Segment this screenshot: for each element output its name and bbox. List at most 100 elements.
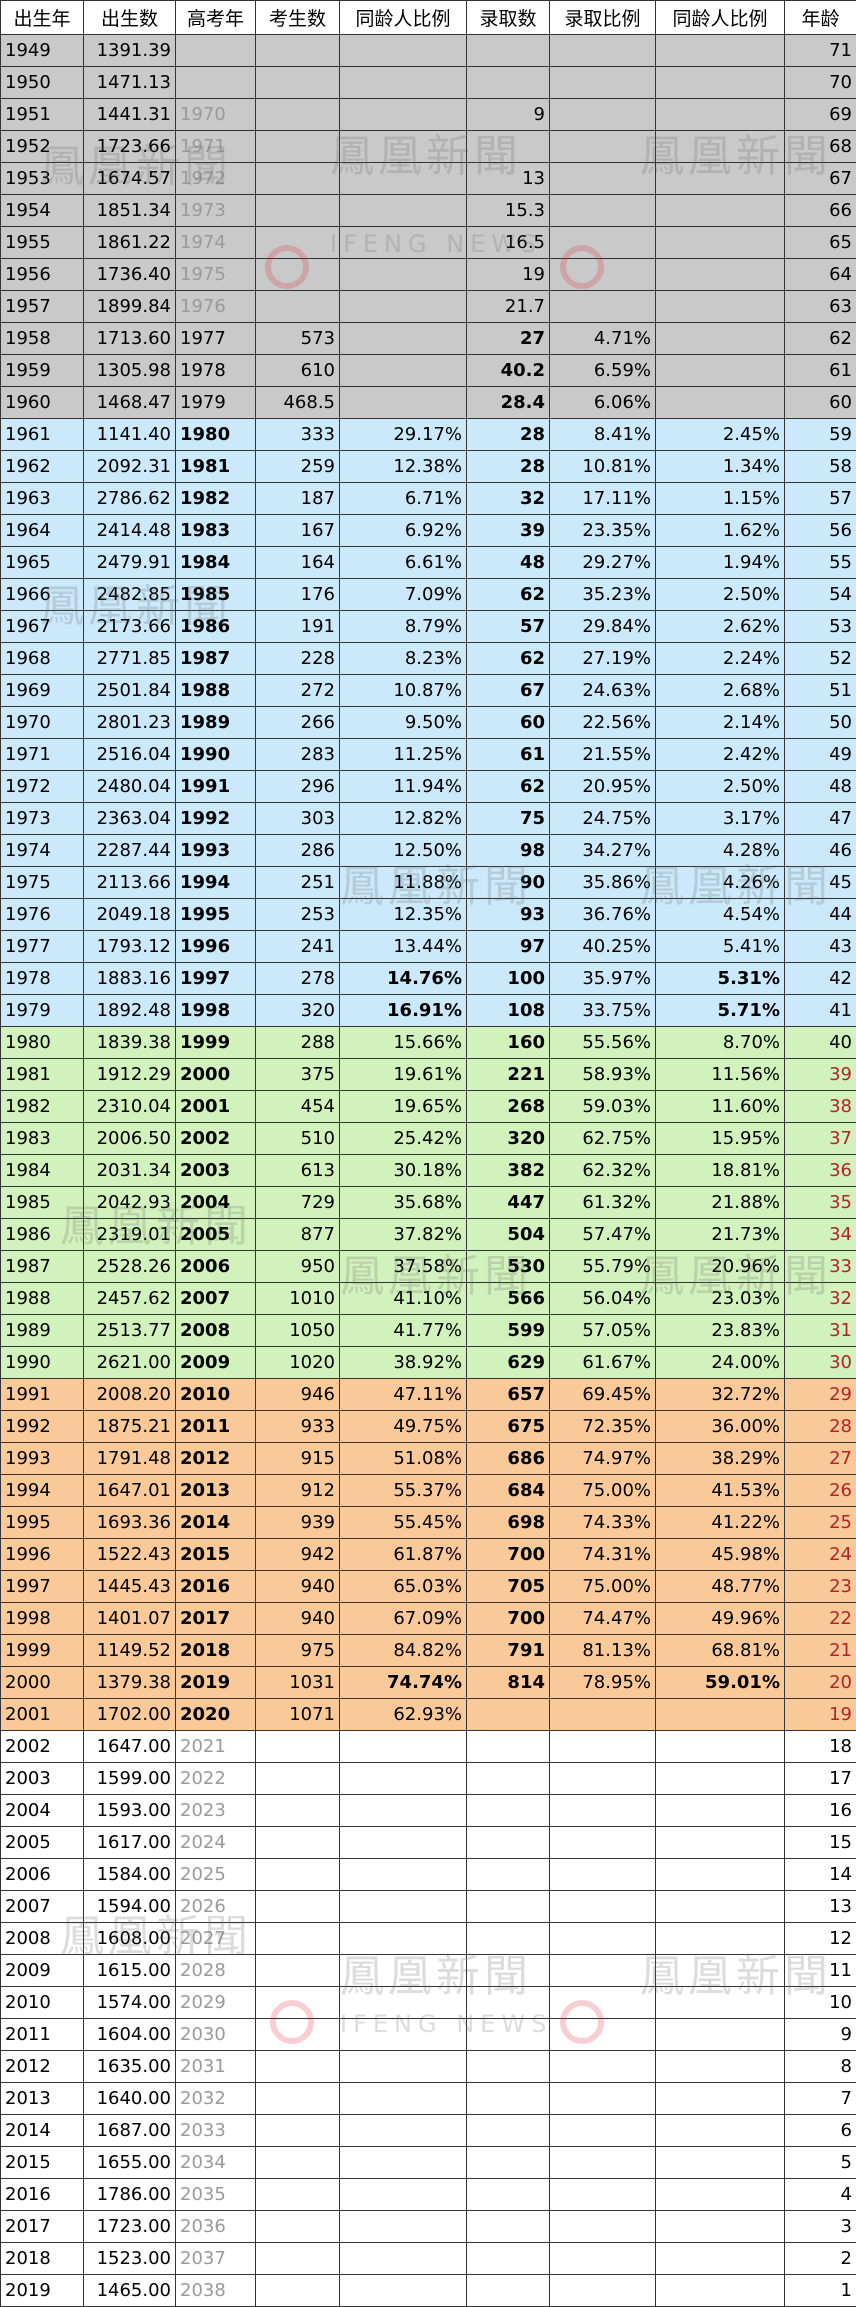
cell-admission-rate: 40.25% xyxy=(550,931,656,963)
cell-candidates-peer-ratio: 30.18% xyxy=(340,1155,467,1187)
cell-admitted-peer-ratio: 1.15% xyxy=(656,483,785,515)
cell-admissions: 21.7 xyxy=(467,291,550,323)
cell-admission-rate: 74.47% xyxy=(550,1603,656,1635)
cell-birth-year: 1971 xyxy=(1,739,84,771)
cell-age: 31 xyxy=(785,1315,856,1347)
cell-exam-year: 1982 xyxy=(176,483,256,515)
cell-exam-year: 2010 xyxy=(176,1379,256,1411)
cell-admitted-peer-ratio xyxy=(656,2019,785,2051)
cell-exam-year: 2018 xyxy=(176,1635,256,1667)
cell-admitted-peer-ratio: 2.24% xyxy=(656,643,785,675)
cell-candidates xyxy=(256,1859,340,1891)
cell-age: 38 xyxy=(785,1091,856,1123)
cell-admission-rate: 36.76% xyxy=(550,899,656,931)
cell-birth-year: 1980 xyxy=(1,1027,84,1059)
cell-candidates: 946 xyxy=(256,1379,340,1411)
cell-age: 14 xyxy=(785,1859,856,1891)
cell-admitted-peer-ratio xyxy=(656,1923,785,1955)
cell-candidates: 1020 xyxy=(256,1347,340,1379)
cell-candidates-peer-ratio xyxy=(340,67,467,99)
cell-births: 1793.12 xyxy=(84,931,176,963)
cell-birth-year: 2006 xyxy=(1,1859,84,1891)
cell-births: 1791.48 xyxy=(84,1443,176,1475)
cell-admitted-peer-ratio: 2.68% xyxy=(656,675,785,707)
cell-candidates-peer-ratio xyxy=(340,2243,467,2275)
cell-admitted-peer-ratio xyxy=(656,291,785,323)
cell-exam-year: 1983 xyxy=(176,515,256,547)
cell-admitted-peer-ratio: 4.54% xyxy=(656,899,785,931)
cell-births: 1851.34 xyxy=(84,195,176,227)
cell-candidates-peer-ratio xyxy=(340,195,467,227)
cell-admissions xyxy=(467,1859,550,1891)
cell-birth-year: 1983 xyxy=(1,1123,84,1155)
cell-age: 41 xyxy=(785,995,856,1027)
cell-births: 2482.85 xyxy=(84,579,176,611)
cell-candidates: 272 xyxy=(256,675,340,707)
cell-births: 1702.00 xyxy=(84,1699,176,1731)
cell-candidates-peer-ratio xyxy=(340,1987,467,2019)
cell-admission-rate: 10.81% xyxy=(550,451,656,483)
cell-admission-rate xyxy=(550,2051,656,2083)
cell-age: 21 xyxy=(785,1635,856,1667)
cell-birth-year: 2001 xyxy=(1,1699,84,1731)
cell-candidates-peer-ratio: 9.50% xyxy=(340,707,467,739)
cell-age: 26 xyxy=(785,1475,856,1507)
cell-admission-rate: 24.63% xyxy=(550,675,656,707)
cell-admission-rate: 81.13% xyxy=(550,1635,656,1667)
cell-exam-year: 1971 xyxy=(176,131,256,163)
cell-births: 1640.00 xyxy=(84,2083,176,2115)
cell-admissions: 28 xyxy=(467,419,550,451)
cell-birth-year: 1981 xyxy=(1,1059,84,1091)
cell-births: 2786.62 xyxy=(84,483,176,515)
cell-candidates-peer-ratio xyxy=(340,2147,467,2179)
cell-candidates-peer-ratio: 37.82% xyxy=(340,1219,467,1251)
cell-admissions: 320 xyxy=(467,1123,550,1155)
cell-age: 20 xyxy=(785,1667,856,1699)
cell-birth-year: 2010 xyxy=(1,1987,84,2019)
cell-exam-year: 1992 xyxy=(176,803,256,835)
cell-candidates-peer-ratio xyxy=(340,1923,467,1955)
cell-candidates: 266 xyxy=(256,707,340,739)
cell-candidates-peer-ratio: 12.82% xyxy=(340,803,467,835)
cell-birth-year: 1950 xyxy=(1,67,84,99)
cell-age: 62 xyxy=(785,323,856,355)
cell-birth-year: 1955 xyxy=(1,227,84,259)
cell-candidates-peer-ratio xyxy=(340,2179,467,2211)
cell-admitted-peer-ratio xyxy=(656,2243,785,2275)
cell-births: 1786.00 xyxy=(84,2179,176,2211)
cell-births: 2801.23 xyxy=(84,707,176,739)
cell-candidates xyxy=(256,2179,340,2211)
cell-birth-year: 1969 xyxy=(1,675,84,707)
header-candidates-peer-ratio: 同龄人比例 xyxy=(340,1,467,35)
cell-candidates-peer-ratio xyxy=(340,355,467,387)
cell-candidates xyxy=(256,35,340,67)
cell-exam-year: 1978 xyxy=(176,355,256,387)
cell-admitted-peer-ratio xyxy=(656,227,785,259)
cell-age: 37 xyxy=(785,1123,856,1155)
cell-admission-rate xyxy=(550,2211,656,2243)
cell-births: 2031.34 xyxy=(84,1155,176,1187)
cell-births: 1465.00 xyxy=(84,2275,176,2307)
cell-exam-year: 2034 xyxy=(176,2147,256,2179)
cell-admitted-peer-ratio xyxy=(656,67,785,99)
cell-candidates: 940 xyxy=(256,1571,340,1603)
cell-admitted-peer-ratio: 20.96% xyxy=(656,1251,785,1283)
cell-birth-year: 1974 xyxy=(1,835,84,867)
cell-admitted-peer-ratio xyxy=(656,99,785,131)
cell-admission-rate: 62.75% xyxy=(550,1123,656,1155)
cell-candidates-peer-ratio: 12.50% xyxy=(340,835,467,867)
cell-admission-rate: 69.45% xyxy=(550,1379,656,1411)
